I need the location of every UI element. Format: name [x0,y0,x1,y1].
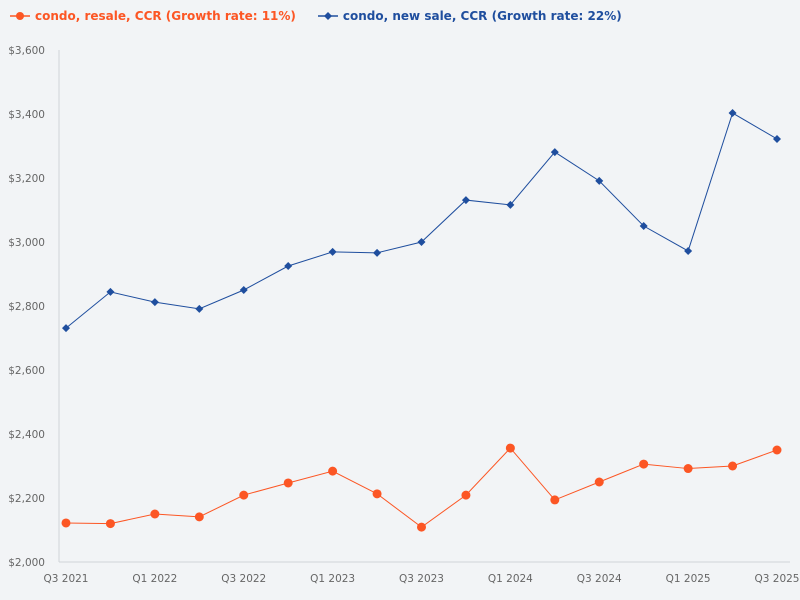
x-tick-label: Q1 2023 [310,573,355,585]
data-point [461,490,471,500]
data-point [372,489,382,499]
data-point [639,459,649,469]
data-point [595,176,604,185]
x-tick-label: Q1 2022 [132,573,177,585]
data-point [373,248,382,257]
data-point [61,518,71,528]
y-tick-label: $3,400 [8,109,45,121]
x-tick-label: Q3 2024 [577,573,622,585]
data-point [417,238,426,246]
data-point [684,246,693,255]
data-point [461,196,470,205]
data-point [639,222,648,230]
legend-item-new-sale[interactable]: condo, new sale, CCR (Growth rate: 22%) [317,9,622,23]
legend-marker-circle-icon [10,12,30,20]
series-line-1 [65,112,778,329]
data-point [417,522,426,532]
data-point [239,286,248,294]
data-point [194,512,204,522]
data-point [550,148,559,157]
y-tick-label: $3,000 [8,237,45,249]
data-point [195,304,204,313]
y-tick-label: $2,200 [8,493,45,505]
x-tick-label: Q3 2021 [43,573,88,585]
data-point [284,262,293,270]
data-point [683,464,693,474]
legend-label-resale: condo, resale, CCR (Growth rate: 11%) [35,9,296,23]
data-point [594,477,604,487]
data-point [550,495,560,505]
legend: condo, resale, CCR (Growth rate: 11%) co… [10,9,622,23]
data-point [239,490,249,500]
data-point [283,478,293,488]
data-point [328,247,337,256]
y-tick-label: $2,800 [8,301,45,313]
data-point [150,298,159,307]
data-point [106,287,115,296]
y-tick-label: $2,600 [8,365,45,377]
data-point [62,324,70,333]
data-point [772,445,782,455]
y-tick-label: $3,600 [8,45,45,57]
series-line-0 [65,447,778,528]
x-tick-label: Q3 2022 [221,573,266,585]
x-tick-label: Q3 2025 [754,573,799,585]
legend-marker-diamond-icon [317,12,338,20]
data-point [728,109,737,118]
x-tick-label: Q1 2024 [488,573,533,585]
data-point [728,461,738,471]
legend-item-resale[interactable]: condo, resale, CCR (Growth rate: 11%) [10,9,296,23]
y-tick-label: $3,200 [8,173,45,185]
data-point [105,519,115,529]
data-point [506,200,515,209]
y-tick-label: $2,000 [8,557,45,569]
data-point [328,466,338,476]
y-tick-label: $2,400 [8,429,45,441]
legend-label-new-sale: condo, new sale, CCR (Growth rate: 22%) [342,9,622,23]
x-tick-label: Q3 2023 [399,573,444,585]
data-point [505,443,515,453]
data-point [150,509,160,519]
x-tick-label: Q1 2025 [666,573,711,585]
data-point [773,134,781,143]
